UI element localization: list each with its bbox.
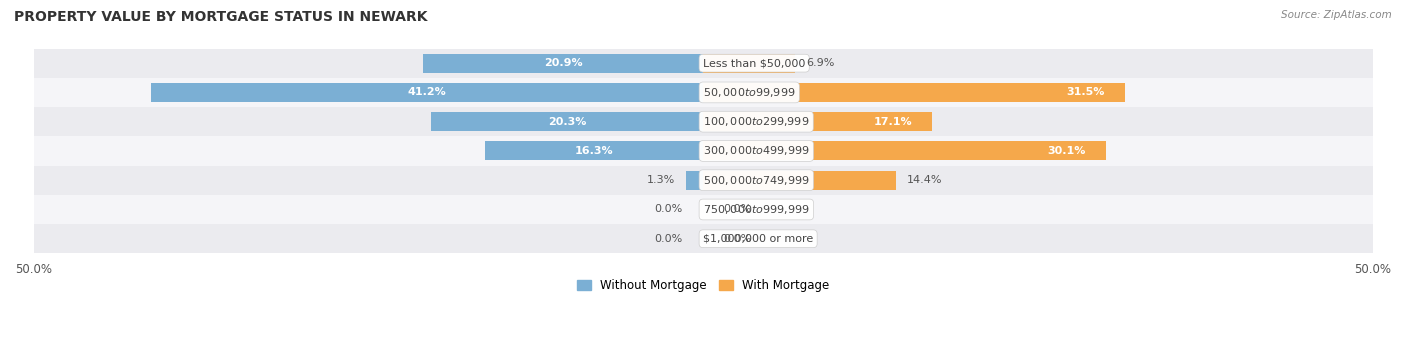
Bar [703, 141, 1107, 160]
Text: Source: ZipAtlas.com: Source: ZipAtlas.com [1281, 10, 1392, 20]
Text: 0.0%: 0.0% [723, 204, 751, 215]
Bar [34, 166, 1372, 195]
Text: 17.1%: 17.1% [873, 117, 912, 127]
Bar [703, 112, 932, 131]
Text: 16.3%: 16.3% [575, 146, 613, 156]
Text: 30.1%: 30.1% [1047, 146, 1085, 156]
Text: PROPERTY VALUE BY MORTGAGE STATUS IN NEWARK: PROPERTY VALUE BY MORTGAGE STATUS IN NEW… [14, 10, 427, 24]
Bar [34, 49, 1372, 78]
Text: 14.4%: 14.4% [907, 175, 942, 185]
Bar [34, 78, 1372, 107]
Text: $500,000 to $749,999: $500,000 to $749,999 [703, 174, 810, 187]
Text: 0.0%: 0.0% [655, 234, 683, 244]
Text: $300,000 to $499,999: $300,000 to $499,999 [703, 144, 810, 157]
Bar [34, 107, 1372, 136]
Text: 20.9%: 20.9% [544, 58, 582, 68]
Text: 0.0%: 0.0% [723, 234, 751, 244]
Bar [703, 83, 1125, 102]
Text: $1,000,000 or more: $1,000,000 or more [703, 234, 813, 244]
Bar [703, 54, 796, 73]
Text: $750,000 to $999,999: $750,000 to $999,999 [703, 203, 810, 216]
Bar [485, 141, 703, 160]
Text: 41.2%: 41.2% [408, 87, 447, 98]
Bar [34, 224, 1372, 253]
Legend: Without Mortgage, With Mortgage: Without Mortgage, With Mortgage [572, 274, 834, 297]
Text: 20.3%: 20.3% [548, 117, 586, 127]
Bar [432, 112, 703, 131]
Text: 0.0%: 0.0% [655, 204, 683, 215]
Bar [703, 171, 896, 190]
Bar [423, 54, 703, 73]
Text: $50,000 to $99,999: $50,000 to $99,999 [703, 86, 796, 99]
Text: Less than $50,000: Less than $50,000 [703, 58, 806, 68]
Text: $100,000 to $299,999: $100,000 to $299,999 [703, 115, 810, 128]
Bar [686, 171, 703, 190]
Bar [34, 195, 1372, 224]
Bar [152, 83, 703, 102]
Bar [34, 136, 1372, 166]
Text: 31.5%: 31.5% [1066, 87, 1105, 98]
Text: 1.3%: 1.3% [647, 175, 675, 185]
Text: 6.9%: 6.9% [806, 58, 835, 68]
